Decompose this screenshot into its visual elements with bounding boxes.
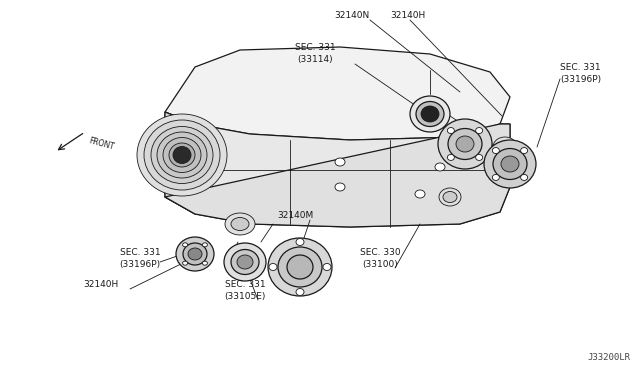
Ellipse shape [169,143,195,167]
Ellipse shape [410,96,450,132]
Ellipse shape [501,156,519,172]
Ellipse shape [521,148,527,154]
Polygon shape [165,112,510,227]
Ellipse shape [448,128,482,160]
Text: (33114): (33114) [297,55,333,64]
Text: 32140H: 32140H [390,11,426,20]
Text: (33100): (33100) [362,260,398,269]
Ellipse shape [296,289,304,295]
Ellipse shape [296,238,304,246]
Ellipse shape [435,163,445,171]
Ellipse shape [476,154,483,160]
Ellipse shape [269,263,277,270]
Ellipse shape [484,140,536,188]
Ellipse shape [225,213,255,235]
Text: (33196P): (33196P) [120,260,161,269]
Text: SEC. 331: SEC. 331 [225,280,266,289]
Ellipse shape [151,126,213,183]
Polygon shape [165,112,195,214]
Text: 32140H: 32140H [83,280,118,289]
Ellipse shape [182,243,188,247]
Ellipse shape [278,247,322,287]
Ellipse shape [188,248,202,260]
Ellipse shape [268,238,332,296]
Text: 32140M: 32140M [277,211,313,220]
Text: FRONT: FRONT [88,136,115,151]
Text: (33196P): (33196P) [560,75,601,84]
Ellipse shape [415,190,425,198]
Text: SEC. 331: SEC. 331 [120,248,160,257]
Ellipse shape [476,128,483,134]
Ellipse shape [183,243,207,265]
Ellipse shape [439,188,461,206]
Ellipse shape [492,174,499,180]
Text: (33105E): (33105E) [224,292,266,301]
Polygon shape [165,124,510,227]
Ellipse shape [335,183,345,191]
Text: J33200LR: J33200LR [587,353,630,362]
Ellipse shape [521,174,527,180]
Ellipse shape [157,132,207,178]
Text: 32140N: 32140N [334,11,370,20]
Ellipse shape [421,106,439,122]
Text: SEC. 330: SEC. 330 [360,248,400,257]
Ellipse shape [176,237,214,271]
Ellipse shape [497,141,513,153]
Text: SEC. 331: SEC. 331 [560,63,600,72]
Ellipse shape [438,119,492,169]
Text: SEC. 331: SEC. 331 [294,43,335,52]
Ellipse shape [163,138,201,173]
Ellipse shape [492,148,499,154]
Ellipse shape [447,128,454,134]
Ellipse shape [173,147,191,164]
Ellipse shape [202,243,207,247]
Ellipse shape [144,120,220,190]
Ellipse shape [182,261,188,265]
Polygon shape [165,47,510,140]
Ellipse shape [287,255,313,279]
Ellipse shape [443,192,457,202]
Ellipse shape [231,250,259,275]
Ellipse shape [323,263,331,270]
Ellipse shape [416,102,444,126]
Ellipse shape [493,148,527,180]
Ellipse shape [237,255,253,269]
Ellipse shape [224,243,266,281]
Ellipse shape [137,114,227,196]
Ellipse shape [447,154,454,160]
Ellipse shape [202,261,207,265]
Ellipse shape [456,136,474,152]
Ellipse shape [493,137,517,157]
Ellipse shape [335,158,345,166]
Ellipse shape [231,218,249,231]
